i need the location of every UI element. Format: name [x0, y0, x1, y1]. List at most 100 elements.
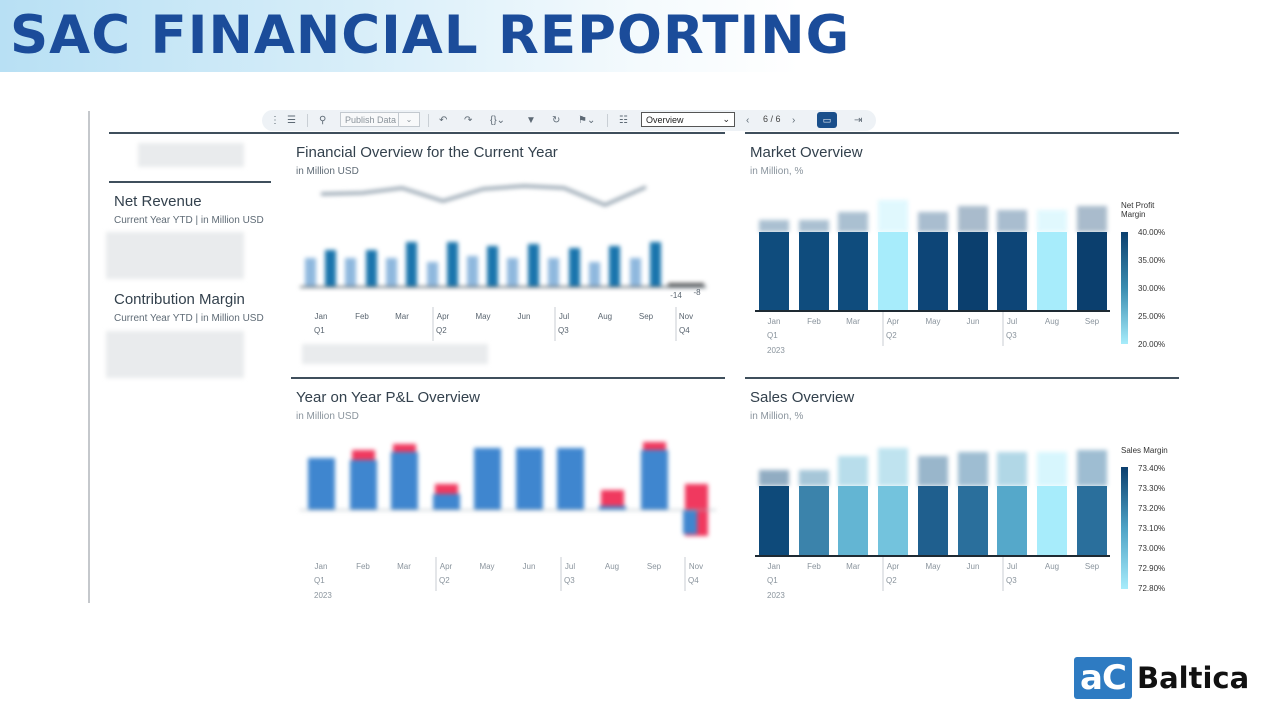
company-logo: aC Baltica [1074, 657, 1249, 699]
x-tick-label: Sep [639, 312, 654, 321]
pl-overview-subtitle: in Million USD [296, 411, 359, 422]
x-tick-label: Sep [1085, 562, 1100, 571]
market-overview-subtitle: in Million, % [750, 166, 804, 177]
outline-icon[interactable]: ☰ [287, 114, 296, 126]
bookmark-icon[interactable]: ⚑⌄ [578, 114, 596, 126]
financial-overview-title: Financial Overview for the Current Year [296, 144, 558, 161]
next-page-icon[interactable]: › [792, 114, 796, 126]
market-bar-cap [838, 212, 868, 232]
market-bar [958, 232, 988, 310]
financial-bar [447, 242, 458, 286]
publish-data-label: Publish Data [345, 114, 397, 125]
pl-x-axis: Jan Feb Mar Apr May Jun Jul Aug Sep Nov Q1 Q2 Q3 Q4 20… [314, 557, 703, 600]
market-bar [997, 232, 1027, 310]
quarter-label: Q2 [886, 331, 897, 340]
x-tick-label: Aug [598, 312, 612, 321]
monitor-icon: ▭ [822, 114, 832, 125]
filter-icon[interactable]: ⚲ [319, 114, 327, 126]
x-tick-label: Jan [315, 562, 328, 571]
market-bar [1037, 232, 1067, 310]
x-tick-label: Feb [355, 312, 369, 321]
pl-bar [557, 448, 584, 510]
market-bar [878, 232, 908, 310]
list-icon[interactable]: ☷ [619, 114, 628, 126]
x-tick-label: Jul [559, 312, 569, 321]
legend-tick-label: 73.00% [1138, 544, 1165, 553]
x-tick-label: Mar [846, 317, 860, 326]
pl-bar [641, 450, 668, 510]
view-select-value: Overview [646, 114, 684, 125]
legend-tick-label: 73.30% [1138, 484, 1165, 493]
financial-trend-line [320, 184, 647, 207]
more-vertical-icon[interactable]: ⋮ [270, 114, 280, 126]
financial-bar [487, 246, 498, 286]
sales-bar [918, 486, 948, 556]
x-tick-label: Feb [807, 317, 821, 326]
sales-bar [799, 486, 829, 556]
x-tick-label: Apr [887, 562, 900, 571]
x-tick-label: Jan [768, 562, 781, 571]
sales-bar [838, 486, 868, 556]
pl-bar [433, 494, 460, 510]
kpi-net-revenue-subtitle: Current Year YTD | in Million USD [114, 215, 264, 226]
market-bar-cap [958, 206, 988, 232]
undo-icon[interactable]: ↶ [439, 114, 448, 126]
legend-tick-label: 72.80% [1138, 584, 1165, 593]
divider-top-left [109, 132, 725, 134]
pl-bar [516, 448, 543, 510]
financial-bar [609, 246, 620, 286]
pl-overview-title: Year on Year P&L Overview [296, 389, 481, 406]
exit-icon[interactable]: ⇥ [854, 114, 863, 126]
x-tick-label: Apr [437, 312, 450, 321]
pl-bar [391, 452, 418, 510]
title-banner [0, 0, 800, 72]
publish-data-dropdown[interactable]: Publish Data ⌄ [340, 112, 420, 127]
divider-mid-right [745, 377, 1179, 379]
quarter-label: Q3 [558, 326, 569, 335]
financial-bars [305, 242, 704, 287]
pl-chart-plot [300, 442, 716, 536]
legend-color-scale [1121, 467, 1128, 589]
financial-bar [548, 258, 559, 286]
financial-bar [386, 258, 397, 286]
sales-bar-cap [918, 456, 948, 486]
refresh-icon[interactable]: ↻ [552, 114, 561, 126]
sales-bar-cap [958, 452, 988, 486]
x-tick-label: Jan [768, 317, 781, 326]
market-bar [1077, 232, 1107, 310]
pl-bar [308, 458, 335, 510]
chevron-down-icon[interactable]: ⌄ [722, 114, 730, 124]
sales-bar-cap [759, 470, 789, 486]
quarter-label: Q4 [679, 326, 690, 335]
sales-bar-cap [838, 456, 868, 486]
view-select[interactable]: Overview ⌄ [641, 112, 735, 127]
sales-bar-cap [799, 470, 829, 486]
x-tick-label: Mar [846, 562, 860, 571]
financial-bar [589, 262, 600, 286]
pl-negative-bar [352, 450, 375, 460]
quarter-label: Q2 [436, 326, 447, 335]
market-bar [918, 232, 948, 310]
sales-x-axis: Jan Feb Mar Apr May Jun Jul Aug Sep Q1 Q2 Q3 2023 [767, 557, 1100, 600]
chevron-down-icon[interactable]: ⌄ [398, 113, 419, 126]
financial-bar [406, 242, 417, 286]
quarter-label: Q4 [688, 576, 699, 585]
sales-bar-cap [878, 448, 908, 486]
quarter-label: Q2 [886, 576, 897, 585]
x-tick-label: Apr [440, 562, 453, 571]
divider-top-right [745, 132, 1179, 134]
filter-count-icon[interactable]: ▼ [526, 114, 536, 126]
present-button[interactable]: ▭ [817, 112, 837, 128]
pl-bar [599, 506, 626, 510]
formula-icon[interactable]: {}⌄ [490, 114, 506, 126]
financial-bar [427, 262, 438, 286]
page-indicator: 6 / 6 [763, 114, 781, 124]
x-tick-label: Jul [1007, 562, 1017, 571]
x-tick-label: May [475, 312, 490, 321]
redo-icon[interactable]: ↷ [464, 114, 473, 126]
previous-page-icon[interactable]: ‹ [746, 114, 750, 126]
x-tick-label: Feb [807, 562, 821, 571]
year-label: 2023 [767, 346, 785, 355]
x-tick-label: Sep [647, 562, 662, 571]
